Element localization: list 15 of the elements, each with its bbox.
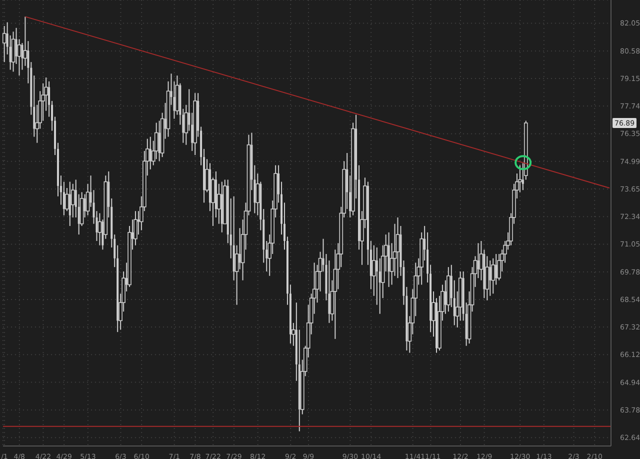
candlestick [98,212,102,246]
candlestick [134,210,138,246]
candlestick [477,242,480,279]
candlestick [396,216,400,279]
candlestick [497,253,501,281]
candlestick [495,253,498,286]
candlestick [137,210,140,236]
candlestick [238,228,241,270]
candlestick [68,181,71,226]
candlestick [158,120,160,162]
candlestick [444,280,446,314]
candlestick [11,31,16,72]
candlestick [491,258,496,294]
candlestick [149,136,152,170]
candlestick [489,260,492,296]
